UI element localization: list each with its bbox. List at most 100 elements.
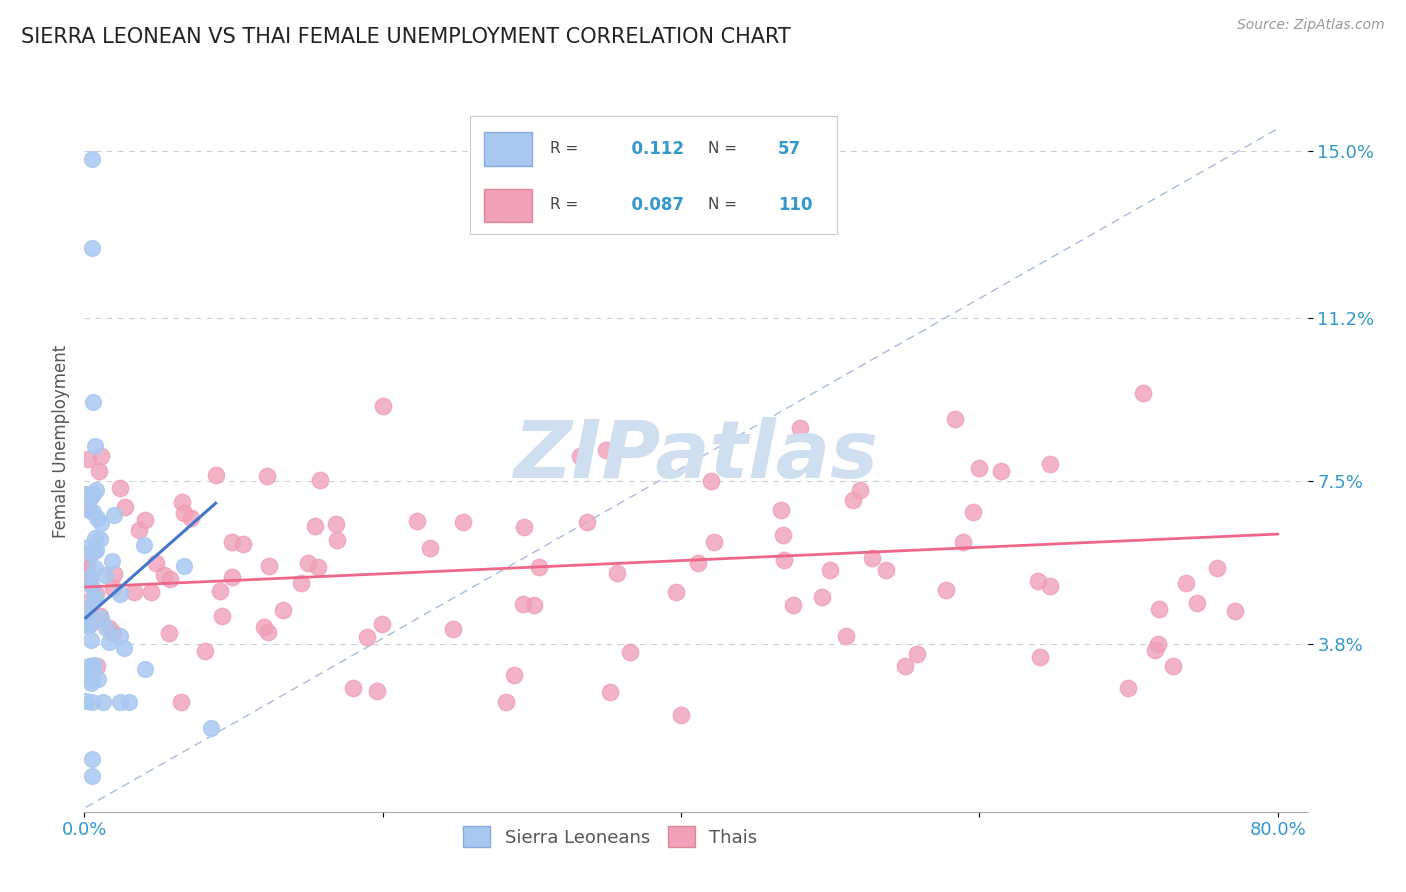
Point: [83, 544, 105, 558]
Point: [665, 585, 688, 599]
Point: [82, 487, 104, 501]
Point: [84, 543, 107, 558]
Point: [309, 473, 332, 487]
Point: [128, 523, 150, 537]
Point: [835, 629, 858, 643]
Text: ZIPatlas: ZIPatlas: [513, 417, 879, 495]
Point: [75, 595, 97, 609]
Point: [512, 520, 534, 534]
Point: [84, 561, 107, 575]
Point: [772, 527, 794, 541]
Point: [139, 585, 162, 599]
Point: [935, 582, 957, 597]
Point: [232, 537, 254, 551]
Point: [83, 542, 105, 557]
Point: [84, 483, 107, 497]
Point: [80, 487, 103, 501]
Point: [103, 566, 125, 581]
Point: [860, 551, 883, 566]
Point: [366, 683, 388, 698]
Point: [89, 532, 111, 546]
Point: [134, 662, 156, 676]
Point: [419, 541, 441, 555]
Point: [326, 533, 349, 547]
Point: [134, 513, 156, 527]
Point: [1147, 637, 1170, 651]
Point: [789, 421, 811, 435]
Point: [527, 560, 550, 574]
Point: [87, 672, 110, 686]
Point: [122, 585, 145, 599]
Point: [969, 461, 991, 475]
Point: [76, 574, 98, 589]
Point: [91, 694, 114, 708]
Point: [297, 556, 319, 570]
Point: [82, 395, 104, 409]
Point: [84, 587, 107, 601]
Point: [75, 694, 97, 708]
Point: [108, 694, 131, 708]
Point: [79, 571, 101, 585]
Point: [173, 506, 195, 520]
Point: [205, 468, 228, 483]
Point: [83, 591, 105, 605]
Point: [145, 556, 167, 570]
Point: [371, 617, 394, 632]
Point: [1206, 561, 1229, 575]
Point: [82, 505, 104, 519]
Point: [290, 576, 312, 591]
Point: [1163, 659, 1185, 673]
Point: [595, 443, 617, 458]
Point: [686, 557, 709, 571]
Point: [94, 567, 117, 582]
Point: [1028, 650, 1050, 665]
Point: [87, 464, 110, 478]
Point: [820, 563, 842, 577]
Point: [811, 590, 834, 604]
Text: SIERRA LEONEAN VS THAI FEMALE UNEMPLOYMENT CORRELATION CHART: SIERRA LEONEAN VS THAI FEMALE UNEMPLOYME…: [21, 27, 790, 46]
Point: [108, 587, 131, 601]
Point: [502, 667, 524, 681]
Point: [118, 694, 141, 708]
Point: [211, 608, 233, 623]
Point: [153, 568, 176, 582]
Text: Source: ZipAtlas.com: Source: ZipAtlas.com: [1237, 18, 1385, 32]
Point: [307, 559, 329, 574]
Point: [208, 584, 231, 599]
Point: [170, 694, 193, 708]
Point: [619, 645, 641, 659]
Point: [89, 609, 111, 624]
Point: [75, 618, 97, 632]
Point: [342, 681, 364, 696]
Point: [200, 721, 222, 735]
Point: [159, 572, 181, 586]
Point: [700, 474, 723, 488]
Point: [157, 625, 180, 640]
Point: [1143, 642, 1166, 657]
Point: [325, 517, 347, 532]
Point: [1026, 574, 1049, 588]
Point: [1175, 575, 1198, 590]
Point: [80, 241, 103, 255]
Point: [576, 515, 599, 529]
Point: [952, 535, 974, 549]
Point: [83, 657, 105, 672]
Point: [180, 510, 202, 524]
Point: [669, 707, 692, 722]
Point: [599, 685, 621, 699]
Point: [371, 399, 394, 413]
Point: [79, 659, 101, 673]
Point: [453, 516, 475, 530]
Point: [770, 503, 793, 517]
Point: [773, 553, 796, 567]
Point: [356, 630, 378, 644]
Point: [606, 566, 628, 581]
Point: [842, 493, 865, 508]
Point: [1039, 457, 1062, 471]
Point: [1223, 605, 1246, 619]
Point: [943, 411, 966, 425]
Point: [103, 581, 125, 595]
Point: [256, 469, 278, 483]
Point: [875, 563, 897, 577]
Point: [441, 622, 464, 636]
